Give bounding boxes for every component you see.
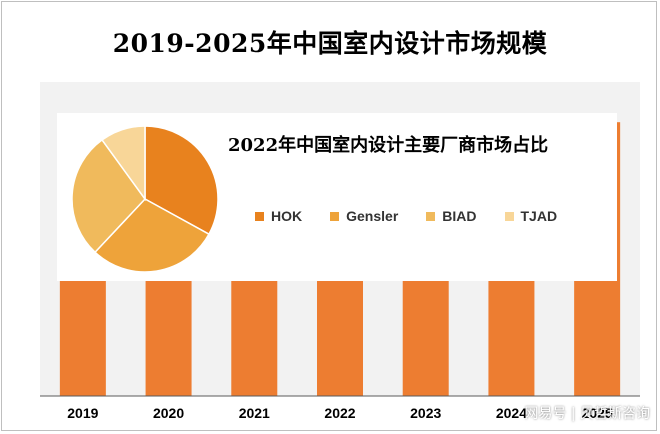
pie-chart-title: 2022年中国室内设计主要厂商市场占比 <box>228 135 549 156</box>
legend-label-biad: BIAD <box>442 208 477 224</box>
legend-label-hok: HOK <box>271 208 303 224</box>
pie-legend: HOK Gensler BIAD TJAD <box>255 206 615 226</box>
watermark: 网易号 | 贝哲斯咨询 <box>524 406 650 422</box>
pie-slice-gensler <box>93 198 210 273</box>
legend-label-tjad: TJAD <box>520 208 558 224</box>
pie-slice-biad <box>71 138 146 254</box>
legend-swatch-hok <box>255 211 264 221</box>
x-tick-label-2023: 2023 <box>410 405 441 421</box>
legend-swatch-gensler <box>330 211 340 221</box>
legend-item-tjad: TJAD <box>504 208 558 224</box>
legend-item-gensler: Gensler <box>330 208 398 224</box>
legend-label-gensler: Gensler <box>346 208 399 224</box>
x-tick-label-2019: 2019 <box>67 405 98 421</box>
legend-item-biad: BIAD <box>426 208 477 224</box>
legend-swatch-biad <box>426 211 436 221</box>
x-tick-label-2020: 2020 <box>153 405 184 421</box>
chart-title: 2019-2025年中国室内设计市场规模 <box>112 29 548 58</box>
legend-swatch-tjad <box>504 211 514 221</box>
legend-item-hok: HOK <box>255 208 302 224</box>
x-tick-label-2025: 2025 <box>582 405 613 421</box>
x-tick-label-2024: 2024 <box>496 405 527 421</box>
pie-slice-hok <box>144 125 219 236</box>
x-tick-label-2021: 2021 <box>239 405 270 421</box>
x-tick-label-2022: 2022 <box>324 405 355 421</box>
pie-slice-tjad <box>101 125 146 202</box>
